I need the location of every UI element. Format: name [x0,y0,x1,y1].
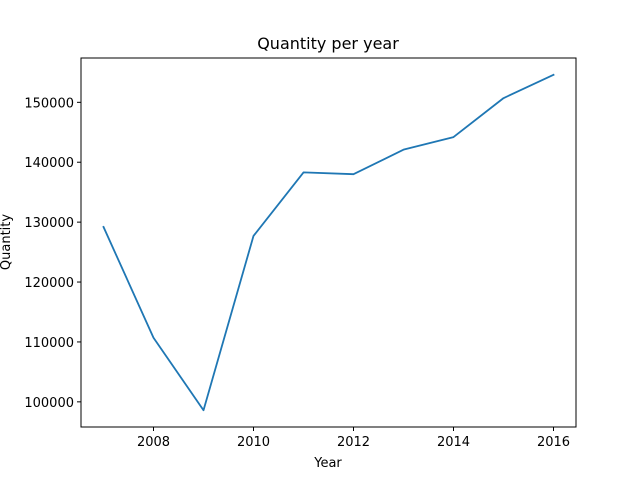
series-line [102,73,555,412]
x-tick-label: 2012 [337,435,370,450]
y-tick-label: 100000 [24,396,74,411]
plot-frame [80,57,577,428]
y-tick-label: 130000 [24,216,74,231]
series-layer [102,73,555,412]
y-tick-label: 150000 [24,96,74,111]
ticks: 2008 2010 2012 2014 2016 100000 110000 120000 13… [24,96,570,450]
y-axis-label: Quantity [0,214,14,270]
x-axis-label: Year [313,456,342,471]
chart-title: Quantity per year [257,34,399,53]
y-tick-label: 120000 [24,276,74,291]
x-tick-label: 2008 [137,435,170,450]
x-tick-label: 2014 [437,435,470,450]
y-tick-label: 110000 [24,336,74,351]
x-tick-label: 2010 [237,435,270,450]
x-tick-label: 2016 [537,435,570,450]
y-tick-label: 140000 [24,156,74,171]
